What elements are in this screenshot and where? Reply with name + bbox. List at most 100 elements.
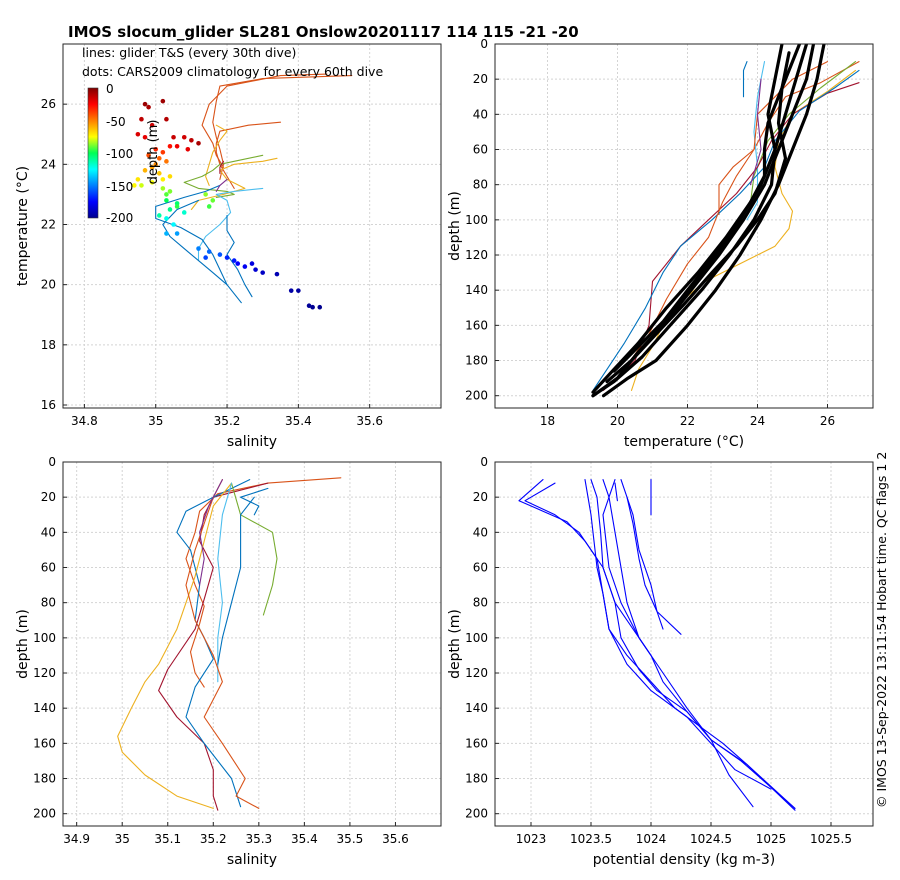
climatology-point — [167, 189, 173, 194]
y-tick-label: 40 — [473, 107, 488, 121]
climatology-point — [132, 183, 137, 188]
x-tick-label: 1023.5 — [570, 832, 612, 846]
climatology-point — [174, 143, 180, 149]
profile-line — [230, 482, 278, 616]
axes-frame — [62, 461, 442, 827]
x-tick-label: 1025.5 — [810, 832, 852, 846]
y-tick-label: 200 — [465, 807, 488, 821]
glider-ts-line — [197, 187, 264, 262]
x-axis-label: salinity — [227, 434, 277, 450]
x-tick-label: 1023 — [516, 832, 547, 846]
y-tick-label: 200 — [465, 389, 488, 403]
profile-line — [518, 479, 796, 811]
x-tick-label: 35.1 — [154, 832, 181, 846]
climatology-profile-line — [601, 44, 826, 398]
y-axis-label: depth (m) — [15, 609, 31, 679]
y-tick-label: 140 — [33, 701, 56, 715]
x-tick-label: 35.4 — [285, 414, 312, 428]
profile-line — [185, 479, 260, 809]
glider-ts-line — [212, 75, 353, 180]
y-tick-label: 40 — [473, 525, 488, 539]
climatology-point — [171, 222, 176, 227]
glider-ts-line — [215, 121, 282, 189]
x-tick-label: 35.5 — [337, 832, 364, 846]
climatology-point — [174, 231, 180, 236]
glider-ts-line — [201, 73, 328, 168]
y-tick-label: 160 — [465, 736, 488, 750]
profile-line — [630, 69, 857, 391]
climatology-profile-line — [612, 44, 809, 373]
y-tick-label: 160 — [465, 318, 488, 332]
legend-dots-note: dots: CARS2009 climatology for every 60t… — [82, 64, 383, 79]
climatology-point — [139, 183, 144, 188]
x-tick-label: 1024 — [636, 832, 667, 846]
climatology-point — [181, 134, 187, 140]
glider-ts-line — [215, 178, 228, 192]
depth-colorbar: 0 -50 -100 -150 -200 depth (m) — [87, 82, 161, 225]
y-tick-label: 24 — [41, 157, 56, 171]
figure-title: IMOS slocum_glider SL281 Onslow20201117 … — [68, 23, 579, 41]
x-tick-label: 35 — [148, 414, 163, 428]
x-tick-label: 35.3 — [245, 832, 272, 846]
climatology-point — [235, 261, 241, 266]
y-axis-label: depth (m) — [447, 191, 463, 261]
y-tick-label: 20 — [41, 278, 56, 292]
profile-line — [626, 496, 682, 635]
y-tick-label: 180 — [465, 772, 488, 786]
axes-frame — [62, 43, 442, 409]
climatology-point — [296, 288, 301, 293]
colorbar-label: depth (m) — [146, 120, 161, 185]
x-tick-label: 34.9 — [63, 832, 90, 846]
y-tick-label: 180 — [33, 772, 56, 786]
climatology-point — [260, 270, 265, 275]
climatology-point — [206, 204, 212, 209]
y-tick-label: 22 — [41, 217, 56, 231]
climatology-point — [164, 116, 169, 122]
copyright-side-text: © IMOS 13-Sep-2022 13:11:54 Hobart time.… — [874, 452, 889, 808]
y-tick-label: 120 — [465, 248, 488, 262]
plot-area — [591, 44, 860, 398]
climatology-point — [249, 261, 255, 266]
x-tick-label: 26 — [820, 414, 835, 428]
y-axis-label: depth (m) — [447, 609, 463, 679]
climatology-point — [135, 131, 141, 137]
y-tick-label: 60 — [41, 561, 56, 575]
y-tick-label: 100 — [465, 213, 488, 227]
y-tick-label: 18 — [41, 338, 56, 352]
y-tick-label: 40 — [41, 525, 56, 539]
colorbar-tick: -100 — [106, 147, 133, 161]
climatology-point — [253, 267, 258, 272]
y-tick-label: 0 — [48, 455, 56, 469]
y-tick-label: 80 — [473, 178, 488, 192]
climatology-point — [288, 288, 294, 293]
x-axis-label: potential density (kg m-3) — [593, 852, 775, 868]
x-tick-label: 34.8 — [71, 414, 98, 428]
climatology-point — [310, 304, 315, 310]
climatology-point — [153, 162, 159, 167]
profile-line — [199, 479, 223, 586]
y-tick-label: 0 — [480, 37, 488, 51]
depth-salinity-panel: 34.9 35 35.1 35.2 35.3 35.4 35.5 35.6 0 20 40 60 80 1… — [15, 455, 442, 868]
climatology-point — [149, 180, 155, 185]
y-tick-label: 200 — [33, 807, 56, 821]
profile-line — [746, 61, 766, 221]
climatology-profile-line — [591, 44, 802, 394]
climatology-point — [167, 207, 173, 212]
climatology-point — [306, 303, 312, 309]
y-tick-label: 16 — [41, 398, 56, 412]
climatology-point — [164, 216, 169, 221]
climatology-point — [224, 255, 230, 260]
plot-area — [518, 479, 796, 811]
ts-panel: 34.8 35 35.2 35.4 35.6 16 18 20 22 24 26 salinity te… — [15, 43, 442, 450]
y-tick-label: 120 — [33, 666, 56, 680]
climatology-point — [146, 104, 151, 110]
profile-line — [620, 479, 664, 630]
y-tick-label: 100 — [33, 631, 56, 645]
climatology-point — [160, 186, 166, 191]
climatology-point — [181, 210, 187, 215]
y-tick-label: 0 — [480, 455, 488, 469]
colorbar-gradient — [87, 87, 99, 219]
climatology-point — [149, 165, 155, 170]
climatology-point — [171, 134, 176, 140]
climatology-point — [203, 255, 208, 260]
